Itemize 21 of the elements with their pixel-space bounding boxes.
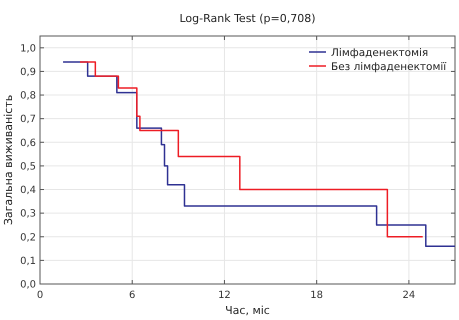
x-tick-label: 24 (402, 290, 416, 301)
y-tick-label: 0,7 (20, 114, 36, 126)
legend-label: Без лімфаденектомії (331, 61, 446, 73)
y-tick-label: 0,5 (20, 161, 36, 172)
legend-label: Лімфаденектомія (331, 47, 428, 59)
y-axis-title: Загальна виживаність (2, 94, 15, 226)
y-tick-label: 0,8 (20, 90, 36, 102)
y-tick-label: 0,3 (20, 208, 36, 220)
y-tick-label: 0,9 (20, 66, 36, 78)
y-tick-label: 0,1 (20, 256, 36, 267)
x-tick-label: 18 (310, 290, 324, 301)
chart-title: Log-Rank Test (p=0,708) (179, 12, 316, 25)
x-tick-label: 0 (36, 290, 44, 301)
y-tick-label: 0,0 (20, 280, 36, 290)
x-axis-title: Час, міс (225, 304, 270, 317)
y-tick-label: 0,2 (20, 232, 36, 244)
y-tick-label: 1,0 (20, 43, 36, 54)
y-tick-label: 0,4 (20, 185, 36, 196)
y-tick-label: 0,6 (20, 138, 36, 149)
x-tick-label: 12 (218, 290, 231, 301)
x-tick-label: 6 (129, 290, 136, 301)
